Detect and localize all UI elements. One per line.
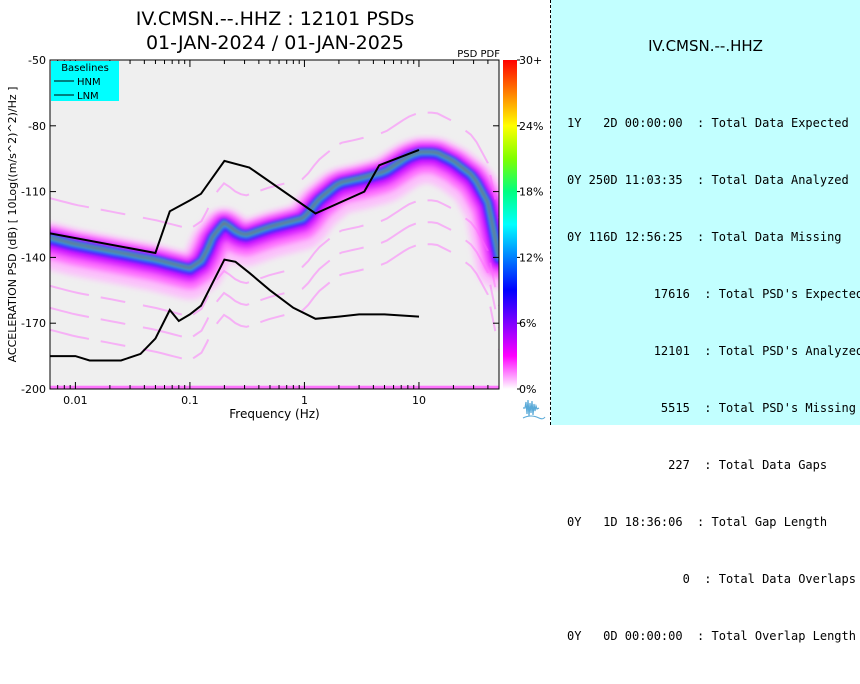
legend-title: Baselines bbox=[61, 63, 109, 74]
x-axis-label: Frequency (Hz) bbox=[229, 407, 320, 421]
x-tick-label: 10 bbox=[412, 394, 426, 407]
stats-row: 0Y 1D 18:36:06 : Total Gap Length bbox=[567, 515, 828, 529]
colorbar-tick-label: 24% bbox=[519, 120, 543, 133]
lnm-curve bbox=[50, 258, 420, 362]
y-tick-label: -110 bbox=[21, 186, 46, 199]
chart-subtitle: 01-JAN-2024 / 01-JAN-2025 bbox=[145, 32, 405, 54]
pdf-density bbox=[50, 111, 499, 389]
legend: Baselines HNM LNM bbox=[51, 61, 119, 102]
y-tick-label: -200 bbox=[21, 383, 46, 396]
colorbar-tick-label: 30+ bbox=[519, 54, 542, 67]
stats-station-name: IV.CMSN.--.HHZ bbox=[648, 37, 763, 55]
y-tick-label: -80 bbox=[28, 120, 46, 133]
stats-row: 5515 : Total PSD's Missing bbox=[567, 401, 856, 415]
hnm-curve bbox=[50, 148, 420, 255]
y-tick-label: -140 bbox=[21, 251, 46, 264]
stats-row: 0Y 116D 12:56:25 : Total Data Missing bbox=[567, 230, 842, 244]
stats-row: 1Y 2D 00:00:00 : Total Data Expected bbox=[567, 116, 849, 130]
waveform-icon bbox=[522, 399, 546, 420]
colorbar-tick-label: 18% bbox=[519, 186, 543, 199]
pdf-streak bbox=[50, 243, 499, 362]
stats-row: 227 : Total Data Gaps bbox=[567, 458, 828, 472]
legend-lnm-label: LNM bbox=[77, 91, 99, 102]
psd-chart: -200 -170 -140 -110 -80 -50 0.01 0.1 1 10 Frequenc… bbox=[6, 49, 546, 421]
pdf-floor-band bbox=[50, 385, 499, 389]
x-tick-label: 0.1 bbox=[181, 394, 199, 407]
y-axis-label: ACCELERATION PSD (dB) [ 10Log((m/s^2)^2)… bbox=[6, 87, 19, 363]
axes: -200 -170 -140 -110 -80 -50 0.01 0.1 1 10 Frequenc… bbox=[6, 54, 500, 421]
colorbar-tick-label: 0% bbox=[519, 383, 536, 396]
stats-panel: IV.CMSN.--.HHZ 1Y 2D 00:00:00 : Total Da… bbox=[551, 0, 860, 643]
colorbar-label: PSD PDF bbox=[457, 49, 500, 60]
colorbar-tick-label: 6% bbox=[519, 317, 536, 330]
chart-panel: IV.CMSN.--.HHZ : 12101 PSDs 01-JAN-2024 … bbox=[0, 0, 550, 425]
panel-divider bbox=[550, 0, 551, 425]
stats-row: 0 : Total Data Overlaps bbox=[567, 572, 856, 586]
plot-frame bbox=[49, 59, 500, 390]
pdf-band bbox=[50, 150, 499, 270]
x-tick-label: 1 bbox=[301, 394, 308, 407]
pdf-streak bbox=[50, 199, 499, 318]
y-tick-label: -170 bbox=[21, 317, 46, 330]
y-tick-label: -50 bbox=[28, 54, 46, 67]
colorbar-tick-label: 12% bbox=[519, 251, 543, 264]
colorbar: PSD PDF 30+ 24% 18% 12% 6% 0% bbox=[457, 49, 543, 396]
pdf-streak bbox=[50, 221, 499, 340]
colorbar-scale bbox=[503, 60, 517, 389]
stats-list: 1Y 2D 00:00:00 : Total Data Expected 0Y … bbox=[567, 76, 860, 684]
stats-row: 12101 : Total PSD's Analyzed bbox=[567, 344, 860, 358]
stats-row: 17616 : Total PSD's Expected bbox=[567, 287, 860, 301]
stats-row: 0Y 250D 11:03:35 : Total Data Analyzed bbox=[567, 173, 849, 187]
baseline-curves bbox=[50, 148, 420, 362]
stats-row: 0Y 0D 00:00:00 : Total Overlap Length bbox=[567, 629, 856, 643]
chart-title: IV.CMSN.--.HHZ : 12101 PSDs bbox=[135, 8, 415, 30]
legend-hnm-label: HNM bbox=[77, 77, 101, 88]
x-tick-label: 0.01 bbox=[63, 394, 88, 407]
